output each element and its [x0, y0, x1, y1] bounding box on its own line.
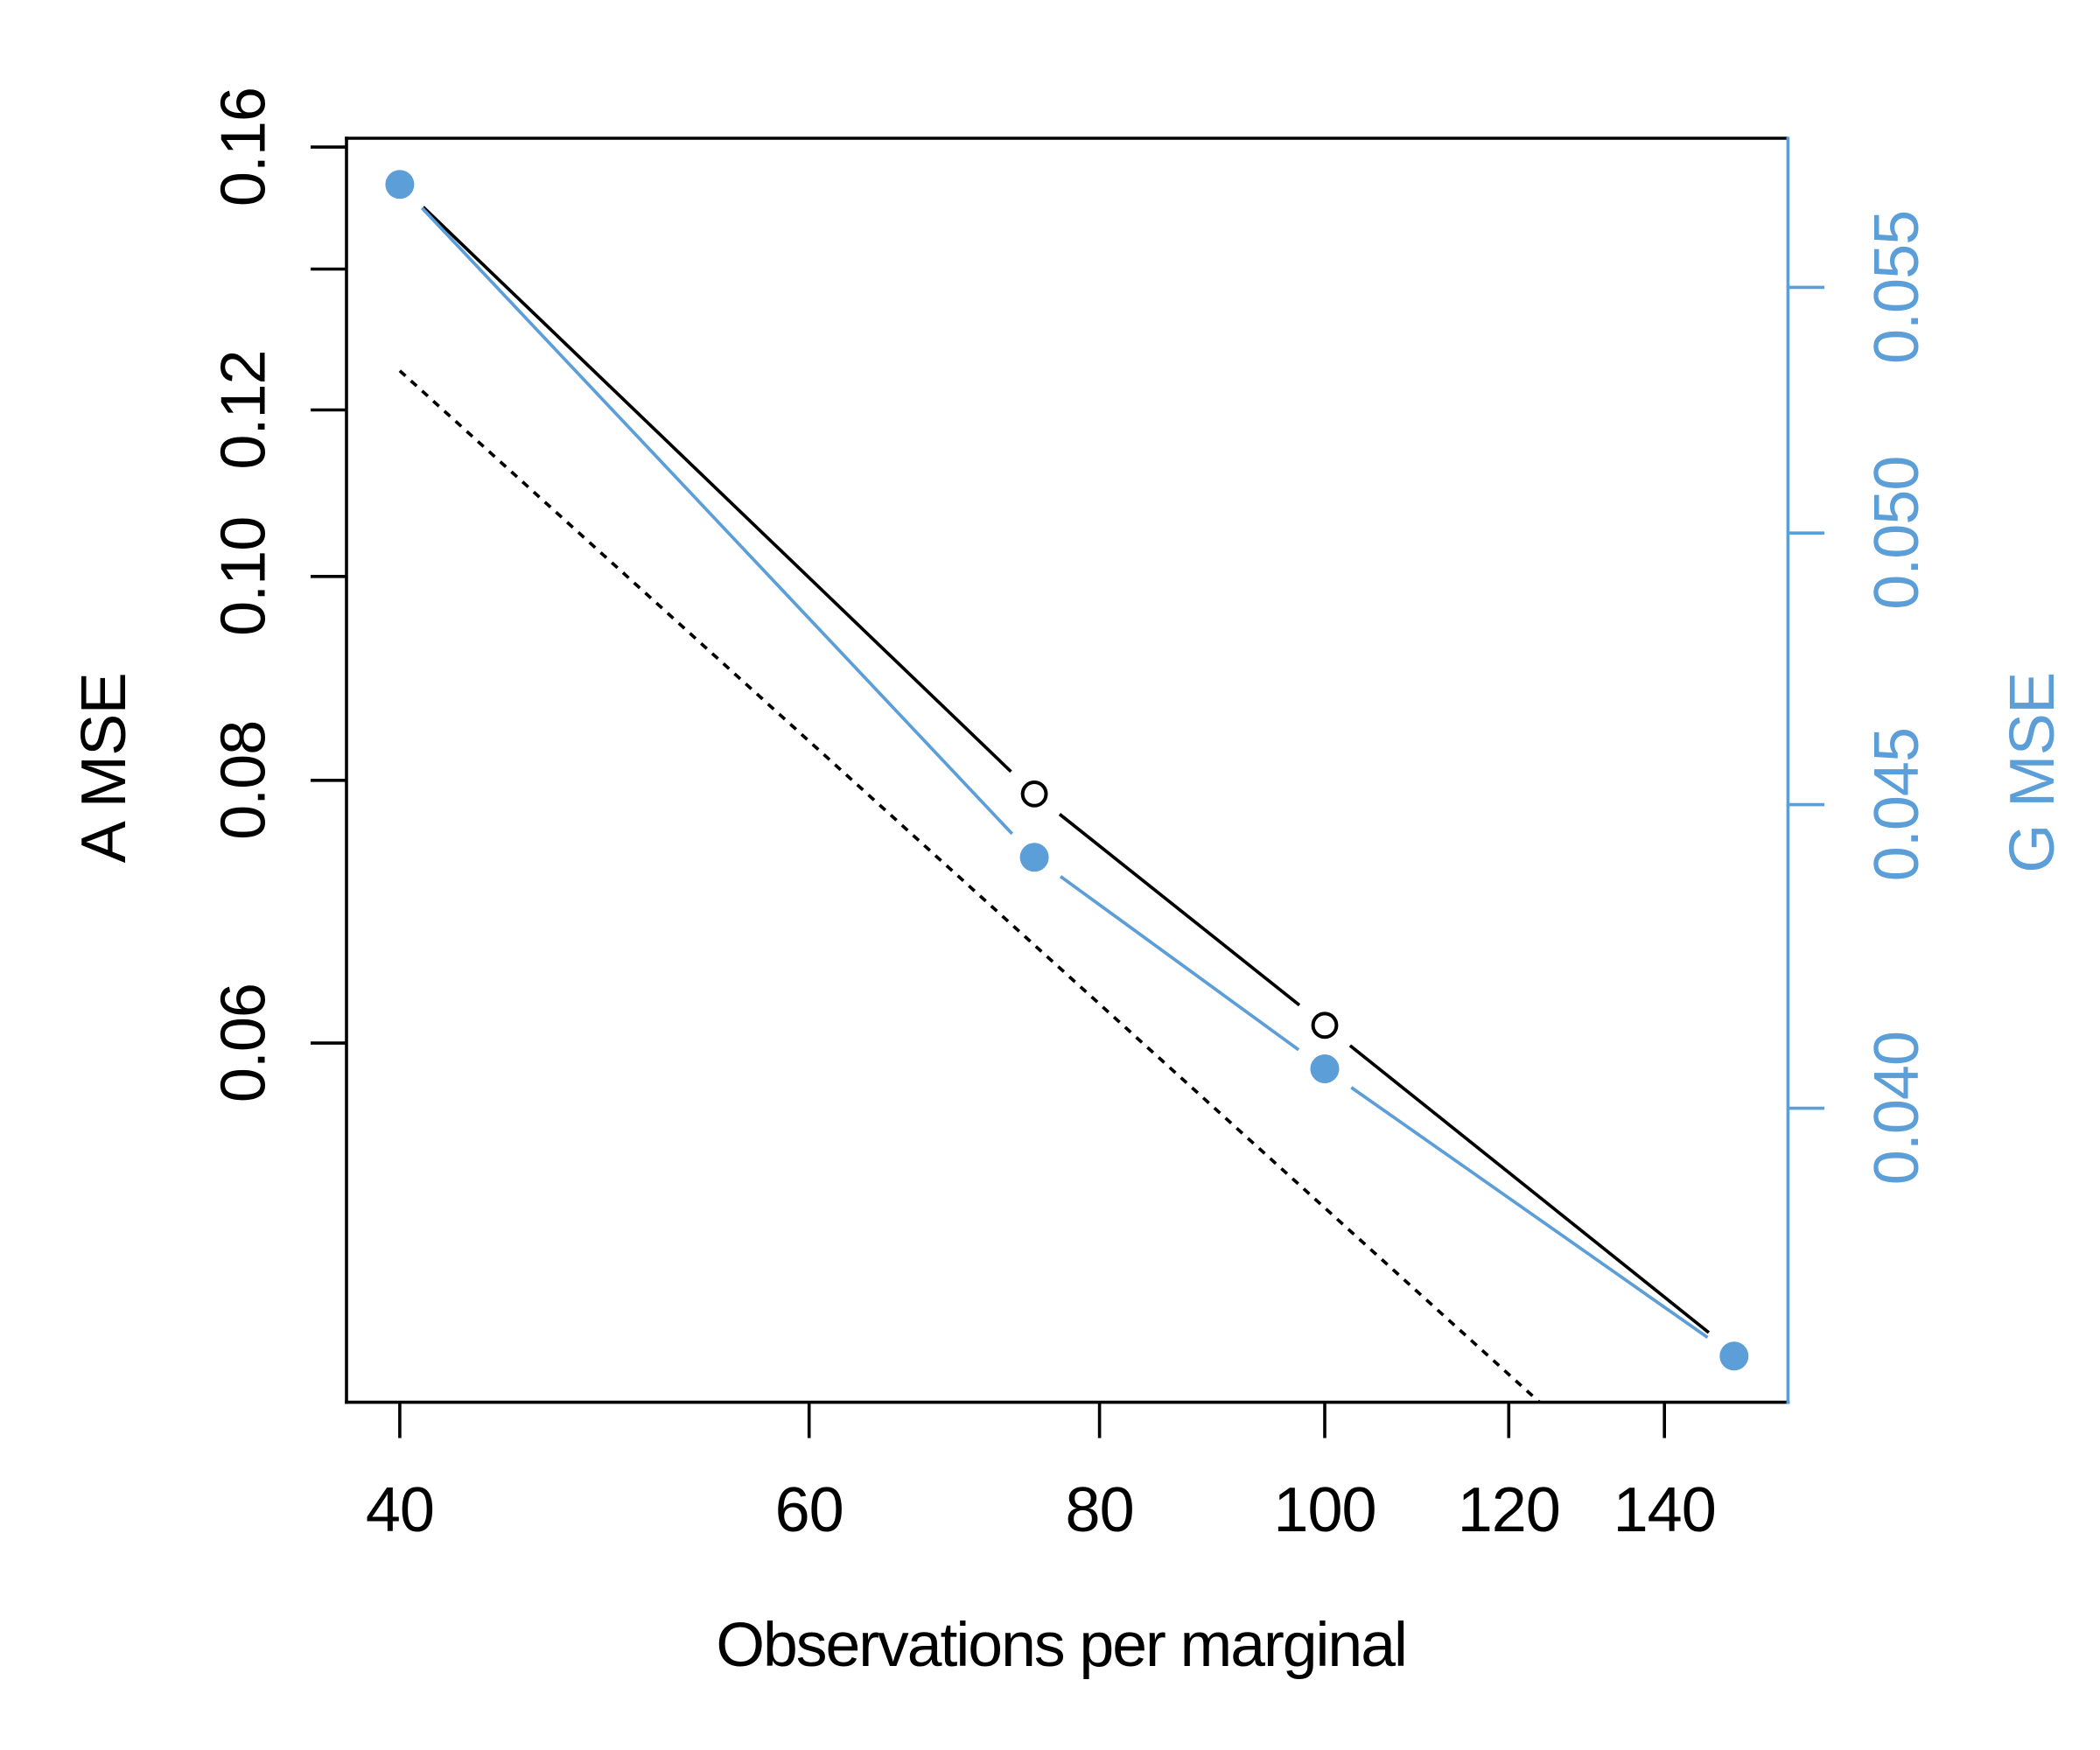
svg-text:80: 80	[1066, 1475, 1134, 1545]
svg-text:140: 140	[1614, 1475, 1716, 1545]
svg-text:0.06: 0.06	[208, 984, 278, 1102]
svg-text:Observations per marginal: Observations per marginal	[716, 1610, 1406, 1680]
svg-text:0.050: 0.050	[1862, 457, 1932, 610]
svg-text:0.045: 0.045	[1862, 728, 1932, 881]
svg-text:0.040: 0.040	[1862, 1032, 1932, 1185]
svg-text:40: 40	[366, 1475, 434, 1545]
svg-text:120: 120	[1458, 1475, 1560, 1545]
svg-text:0.08: 0.08	[208, 721, 278, 840]
svg-text:A MSE: A MSE	[69, 673, 139, 864]
svg-text:G MSE: G MSE	[1998, 672, 2068, 873]
svg-text:60: 60	[775, 1475, 844, 1545]
svg-text:0.16: 0.16	[208, 88, 278, 206]
svg-text:100: 100	[1273, 1475, 1376, 1545]
svg-text:0.12: 0.12	[208, 350, 278, 469]
svg-text:0.055: 0.055	[1862, 211, 1932, 364]
svg-text:0.10: 0.10	[208, 517, 278, 636]
